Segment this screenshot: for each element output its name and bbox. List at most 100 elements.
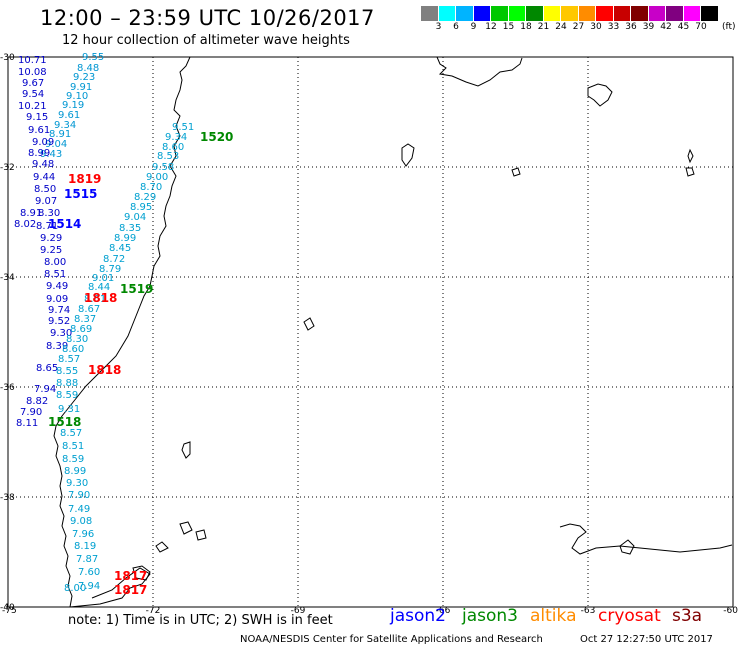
- pass-label-1819: 1819: [68, 172, 101, 186]
- east-islet-2: [685, 167, 695, 177]
- wave-value-track-c: 8.79: [99, 264, 121, 275]
- wave-value-track-c: 9.58: [152, 162, 174, 173]
- legend-jason3: jason3: [462, 606, 518, 626]
- wave-value-track-b: 8.99: [28, 148, 50, 159]
- color-swatch-11: [613, 6, 631, 21]
- color-tick-45: 45: [677, 22, 690, 32]
- color-swatch-12: [631, 6, 649, 21]
- argentina-coast-north: [436, 56, 523, 87]
- wave-value-track-a: 9.55: [82, 52, 104, 63]
- wave-value-track-c: 7.96: [72, 529, 94, 540]
- wave-value-track-a: 9.04: [45, 139, 67, 150]
- wave-value-track-b: 8.91: [20, 208, 42, 219]
- credit-text: NOAA/NESDIS Center for Satellite Applica…: [240, 634, 543, 645]
- wave-value-track-b: 8.65: [36, 363, 58, 374]
- wave-value-track-b: 8.51: [44, 269, 66, 280]
- wave-value-track-c: 9.30: [66, 478, 88, 489]
- color-tick-3: 3: [435, 22, 442, 32]
- wave-value-track-c: 8.35: [119, 223, 141, 234]
- color-tick-6: 6: [453, 22, 459, 32]
- wave-value-track-b: 9.15: [26, 112, 48, 123]
- wave-value-track-a: 9.91: [70, 82, 92, 93]
- wave-value-track-c: 9.01: [92, 273, 114, 284]
- wave-value-track-c: 8.29: [134, 192, 156, 203]
- wave-value-track-b: 9.49: [46, 281, 68, 292]
- wave-value-track-b: 9.48: [32, 159, 54, 170]
- chiloe-island: [132, 565, 151, 581]
- color-swatch-5: [508, 6, 526, 21]
- wave-value-track-a: 8.48: [77, 63, 99, 74]
- wave-value-track-c: 8.19: [74, 541, 96, 552]
- color-scale-ticks: 3 6 9 12 15 18 21 24 27 30 33 36 39 42 45 70: [421, 22, 740, 34]
- color-swatch-16: [701, 6, 719, 21]
- pass-label-1518: 1518: [48, 415, 81, 429]
- color-swatch-10: [596, 6, 614, 21]
- lat-tick-label: -40: [0, 603, 15, 613]
- map-subtitle: 12 hour collection of altimeter wave hei…: [62, 33, 350, 48]
- peninsula-south: [619, 539, 635, 555]
- wave-value-track-c: 9.51: [172, 122, 194, 133]
- lon-tick-label: -66: [436, 606, 451, 616]
- color-swatch-2: [456, 6, 474, 21]
- wave-value-track-c: 8.55: [56, 366, 78, 377]
- color-tick-18: 18: [520, 22, 532, 32]
- gulf-islet: [181, 441, 191, 459]
- generated-timestamp: Oct 27 12:27:50 UTC 2017: [580, 634, 713, 645]
- wave-value-track-b: 9.07: [35, 196, 57, 207]
- color-swatch-8: [561, 6, 579, 21]
- wave-value-track-b: 9.67: [22, 78, 44, 89]
- wave-value-track-c: 8.69: [70, 324, 92, 335]
- lon-tick-label: -60: [723, 606, 738, 616]
- wave-value-track-c: 8.95: [130, 202, 152, 213]
- chile-coastline: [53, 56, 191, 608]
- wave-value-track-c: 8.70: [140, 182, 162, 193]
- color-tick-30: 30: [590, 22, 602, 32]
- lat-tick-label: -36: [0, 383, 15, 393]
- wave-value-track-b: 9.52: [48, 316, 70, 327]
- archipelago-b: [195, 529, 207, 541]
- wave-value-track-c: 7.60: [78, 567, 100, 578]
- wave-value-track-b: 8.71: [36, 221, 58, 232]
- color-tick-12: 12: [485, 22, 497, 32]
- color-tick-15: 15: [502, 22, 515, 32]
- color-tick-21: 21: [537, 22, 550, 32]
- wave-value-track-c: 8.88: [56, 378, 78, 389]
- wave-value-track-b: 10.71: [18, 55, 47, 66]
- pass-label-1818: 1818: [84, 291, 117, 305]
- lat-tick-label: -38: [0, 493, 15, 503]
- wave-value-track-c: 9.31: [58, 404, 80, 415]
- lon-tick-label: -72: [146, 606, 161, 616]
- legend-s3a: s3a: [672, 606, 703, 626]
- pass-label-1817: 1817: [114, 583, 147, 597]
- wave-value-track-c: 9.08: [70, 516, 92, 527]
- map-frame: [7, 56, 734, 608]
- color-swatch-3: [473, 6, 491, 21]
- wave-value-track-b: 8.30: [38, 208, 60, 219]
- map-grid: [8, 57, 733, 607]
- archipelago-c: [155, 541, 169, 553]
- wave-value-track-b: 8.02: [14, 219, 36, 230]
- color-scale-bar: [421, 6, 719, 21]
- wave-value-track-c: 8.61: [84, 294, 106, 305]
- east-islet: [687, 148, 694, 164]
- archipelago-a: [179, 521, 193, 535]
- lat-tick-label: -34: [0, 273, 15, 283]
- wave-height-values: 9.558.489.239.919.109.199.619.348.919.04…: [14, 52, 194, 594]
- wave-value-track-b: 8.00: [44, 257, 66, 268]
- legend-jason2: jason2: [390, 606, 446, 626]
- wave-value-track-c: 7.87: [76, 554, 98, 565]
- wave-value-track-b: 9.54: [22, 89, 44, 100]
- lon-tick-label: -63: [581, 606, 596, 616]
- color-swatch-7: [543, 6, 561, 21]
- wave-value-track-c: 8.67: [78, 304, 100, 315]
- wave-value-track-c: 8.59: [62, 454, 84, 465]
- wave-value-track-a: 9.19: [62, 100, 84, 111]
- wave-value-track-c: 8.60: [62, 344, 84, 355]
- wave-value-track-b: 7.90: [20, 407, 42, 418]
- color-swatch-0: [421, 6, 439, 21]
- wave-value-track-b: 10.08: [18, 67, 47, 78]
- wave-value-track-c: 9.00: [146, 172, 168, 183]
- color-tick-36: 36: [625, 22, 637, 32]
- wave-value-track-c: 8.30: [66, 334, 88, 345]
